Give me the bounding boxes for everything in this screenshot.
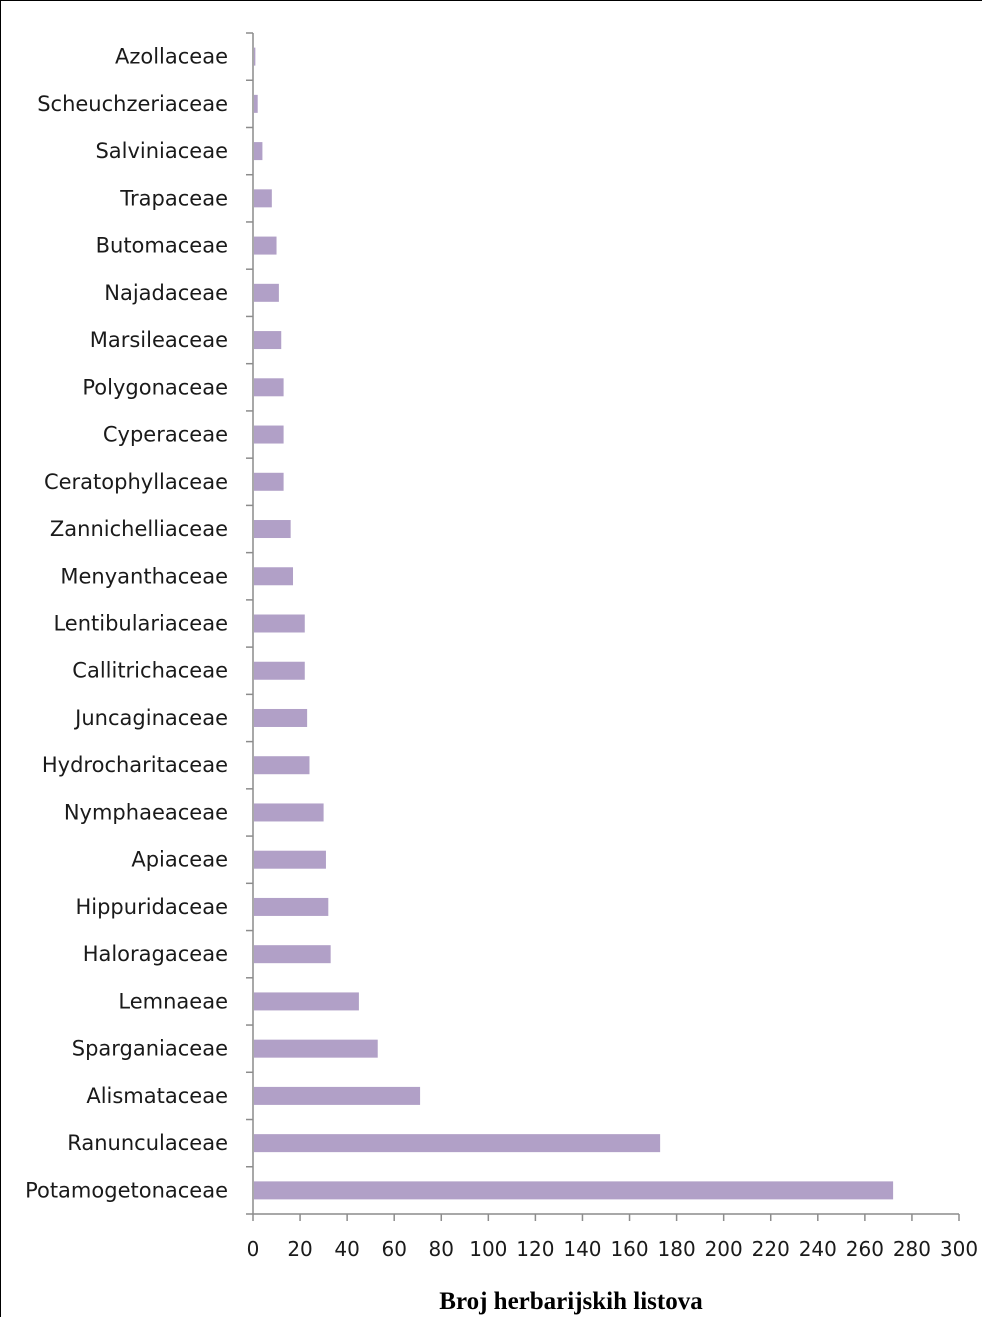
bar-trapaceae — [254, 189, 272, 208]
x-tick-label: 240 — [799, 1237, 837, 1261]
x-tick-label: 100 — [469, 1237, 507, 1261]
x-tick-label: 60 — [381, 1237, 406, 1261]
x-axis-title: Broj herbarijskih listova — [439, 1288, 703, 1315]
category-label: Cyperaceae — [103, 423, 228, 447]
bar-callitrichaceae — [254, 661, 305, 680]
bar-sparganiaceae — [254, 1039, 378, 1058]
x-tick-label: 120 — [516, 1237, 554, 1261]
category-label: Butomaceae — [96, 234, 228, 258]
x-tick-label: 160 — [610, 1237, 648, 1261]
bar-menyanthaceae — [254, 567, 294, 586]
bar-polygonaceae — [254, 378, 284, 397]
x-tick-label: 260 — [846, 1237, 884, 1261]
bar-ranunculaceae — [254, 1134, 661, 1153]
bar-lentibulariaceae — [254, 614, 305, 633]
category-label: Menyanthaceae — [60, 564, 228, 588]
category-label: Ranunculaceae — [67, 1131, 228, 1155]
x-tick-label: 80 — [429, 1237, 454, 1261]
category-label: Ceratophyllaceae — [44, 470, 228, 494]
category-label: Alismataceae — [86, 1084, 228, 1108]
x-tick-label: 200 — [705, 1237, 743, 1261]
category-label: Marsileaceae — [90, 328, 228, 352]
category-label: Apiaceae — [131, 848, 228, 872]
x-tick-label: 180 — [658, 1237, 696, 1261]
category-label: Zannichelliaceae — [50, 517, 228, 541]
bar-ceratophyllaceae — [254, 472, 284, 491]
category-label: Azollaceae — [115, 45, 228, 69]
bar-marsileaceae — [254, 331, 282, 350]
x-tick-label: 0 — [247, 1237, 260, 1261]
category-label: Trapaceae — [119, 186, 228, 210]
bar-azollaceae — [254, 47, 256, 66]
category-label: Salviniaceae — [95, 139, 228, 163]
category-label: Polygonaceae — [82, 375, 228, 399]
x-ticks-group: 0 20 40 60 80 100 120 140 160 180 200 220 240 260 280 3… — [247, 1214, 978, 1261]
bar-haloragaceae — [254, 945, 331, 964]
category-label: Sparganiaceae — [72, 1037, 228, 1061]
bar-hippuridaceae — [254, 897, 329, 916]
bar-apiaceae — [254, 850, 326, 869]
bar-zannichelliaceae — [254, 520, 291, 539]
category-label: Juncaginaceae — [73, 706, 228, 730]
category-label: Haloragaceae — [83, 942, 228, 966]
bar-cyperaceae — [254, 425, 284, 444]
x-tick-label: 280 — [893, 1237, 931, 1261]
category-label: Callitrichaceae — [72, 659, 228, 683]
category-label: Potamogetonaceae — [25, 1178, 228, 1202]
category-label: Najadaceae — [104, 281, 228, 305]
bar-potamogetonaceae — [254, 1181, 894, 1200]
x-tick-label: 140 — [563, 1237, 601, 1261]
bar-nymphaeaceae — [254, 803, 324, 822]
bar-butomaceae — [254, 236, 277, 255]
bar-lemnaeae — [254, 992, 359, 1011]
bar-juncaginaceae — [254, 708, 308, 727]
bar-alismataceae — [254, 1086, 421, 1105]
category-label: Nymphaeaceae — [64, 800, 228, 824]
category-label: Lemnaeae — [118, 989, 228, 1013]
category-label: Hippuridaceae — [75, 895, 228, 919]
bar-salviniaceae — [254, 142, 263, 161]
bar-hydrocharitaceae — [254, 756, 310, 775]
x-tick-label: 40 — [334, 1237, 359, 1261]
x-tick-label: 20 — [287, 1237, 312, 1261]
category-label: Hydrocharitaceae — [42, 753, 228, 777]
bars-group — [254, 47, 894, 1200]
bar-scheuchzeriaceae — [254, 94, 258, 113]
category-labels-group: Azollaceae Scheuchzeriaceae Salviniaceae Tr… — [25, 45, 228, 1203]
bar-najadaceae — [254, 283, 279, 302]
category-label: Lentibulariaceae — [53, 612, 228, 636]
x-tick-label: 220 — [752, 1237, 790, 1261]
axes-group — [246, 32, 959, 1215]
x-tick-label: 300 — [940, 1237, 978, 1261]
category-label: Scheuchzeriaceae — [37, 92, 228, 116]
